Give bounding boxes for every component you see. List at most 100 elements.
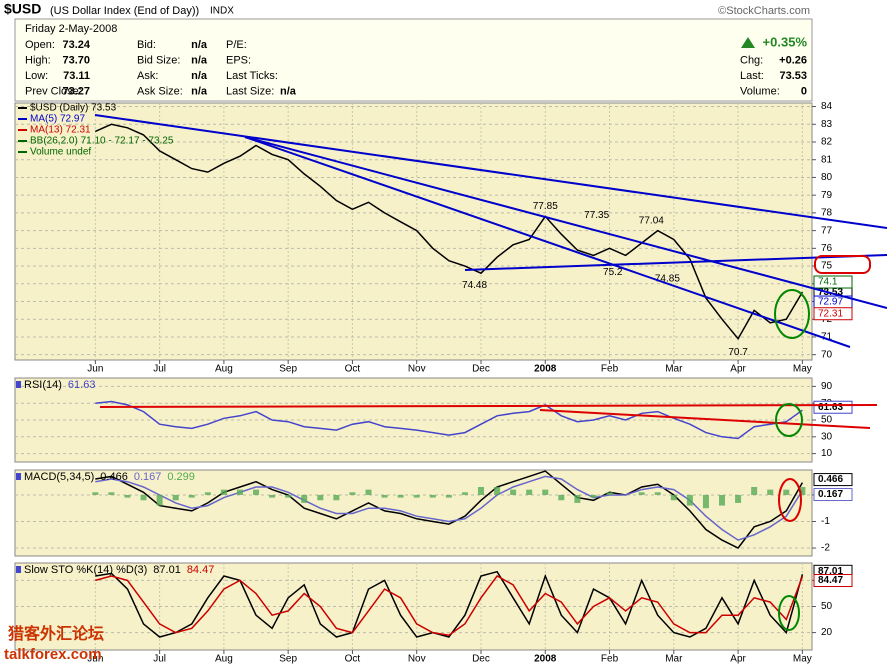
highlight [778, 595, 800, 631]
x-tick-label: Mar [665, 654, 683, 665]
legend-swatch [16, 473, 21, 480]
y-tick-label: -2 [821, 543, 830, 554]
histogram-bar [140, 494, 147, 501]
last-value: 61.63 [818, 402, 843, 413]
info-value: n/a [191, 85, 208, 97]
info-label: Ask: [137, 70, 158, 82]
x-tick-label: Nov [408, 654, 426, 665]
x-tick-label: Oct [345, 654, 361, 665]
histogram-bar [124, 494, 131, 498]
trend-line [244, 136, 851, 348]
x-tick-label: Jun [87, 654, 103, 665]
panel-title: Slow STO %K(14) %D(3) [24, 564, 147, 576]
highlight [778, 478, 802, 522]
y-tick-label: 81 [821, 154, 833, 165]
y-tick-label: 75 [821, 261, 833, 272]
histogram-bar [156, 494, 163, 506]
symbol: $USD [4, 1, 41, 17]
histogram-bar [333, 494, 340, 501]
histogram-bar [445, 494, 452, 498]
histogram-bar [799, 487, 806, 495]
y-tick-label: 30 [821, 431, 833, 442]
histogram-bar [526, 489, 533, 495]
histogram-bar [204, 492, 211, 495]
histogram-bar [767, 489, 774, 495]
y-tick-label: 50 [821, 601, 833, 612]
histogram-bar [220, 489, 227, 495]
info-label: Chg: [740, 54, 763, 66]
histogram-bar [429, 494, 436, 498]
y-tick-label: 76 [821, 243, 833, 254]
info-label: EPS: [226, 54, 251, 66]
series-line [95, 570, 804, 638]
x-tick-label: May [793, 364, 812, 375]
histogram-bar [301, 494, 308, 503]
histogram-bar [461, 492, 468, 495]
info-value: n/a [280, 85, 297, 97]
panel [14, 469, 813, 557]
histogram-bar [477, 486, 484, 495]
annotations-layer [94, 114, 887, 631]
histogram-bar [686, 494, 693, 506]
value-box [813, 488, 853, 502]
y-tick-label: 84 [821, 101, 833, 112]
info-value: 73.11 [63, 70, 90, 82]
info-value: n/a [191, 70, 208, 82]
y-tick-label: 90 [821, 381, 833, 392]
histogram-bar [783, 489, 790, 495]
legend-entry: 0.167 [134, 471, 162, 483]
annotation: 77.04 [639, 216, 664, 227]
x-tick-label: Apr [730, 364, 746, 375]
y-tick-label: -1 [821, 516, 830, 527]
x-tick-label: Jul [153, 654, 166, 665]
source: ©StockCharts.com [718, 5, 810, 17]
legend-entry: $USD (Daily) 73.53 [30, 103, 117, 114]
exchange: INDX [210, 6, 234, 17]
annotation: 75.2 [603, 267, 623, 278]
info-value: 0 [801, 85, 807, 97]
info-value: 73.24 [62, 39, 90, 51]
x-tick-label: 2008 [534, 364, 557, 375]
legend-entry: Volume undef [30, 147, 91, 158]
watermark: 猎客外汇论坛 [8, 624, 104, 643]
y-tick-label: 10 [821, 448, 833, 459]
y-tick-label: 50 [821, 415, 833, 426]
histogram-bar [397, 494, 404, 498]
value-box [813, 275, 853, 289]
legend-entry: 0.466 [100, 471, 128, 483]
highlight [774, 289, 810, 339]
info-label: Bid Size: [137, 54, 180, 66]
annotation: 70.7 [728, 347, 748, 358]
histogram-bar [719, 494, 726, 506]
info-label: Last Size: [226, 85, 274, 97]
trend-line [539, 409, 871, 429]
histogram-bar [108, 492, 115, 495]
histogram-bar [751, 486, 758, 495]
histogram-bar [253, 489, 260, 495]
histogram-bar [317, 494, 324, 501]
y-tick-label: 70 [821, 349, 833, 360]
legend-entry: 84.47 [187, 564, 215, 576]
x-tick-label: Mar [665, 364, 683, 375]
x-tick-label: Dec [472, 654, 490, 665]
info-value: n/a [191, 39, 208, 51]
info-value: 73.70 [62, 54, 90, 66]
legend-entry: 61.63 [68, 379, 96, 391]
panel-title: RSI(14) [24, 379, 62, 391]
x-tick-label: Jul [153, 364, 166, 375]
histogram-bar [638, 492, 645, 495]
x-tick-label: Aug [215, 364, 233, 375]
trend-line [94, 114, 887, 229]
histogram-bar [654, 492, 661, 495]
legend-entry: 0.299 [167, 471, 195, 483]
legend-entry: MA(5) 72.97 [30, 114, 85, 125]
legend-entry: 87.01 [153, 564, 181, 576]
last-value: 0.167 [818, 489, 843, 500]
highlight [775, 403, 803, 437]
info-label: High: [25, 54, 51, 66]
info-label: Bid: [137, 39, 156, 51]
right-label: 74.1 [818, 277, 838, 288]
legend-entry: BB(26,2.0) 71.10 - 72.17 - 73.25 [30, 136, 174, 147]
panel-title: MACD(5,34,5) [24, 471, 94, 483]
change-percent: +0.35% [763, 34, 808, 49]
